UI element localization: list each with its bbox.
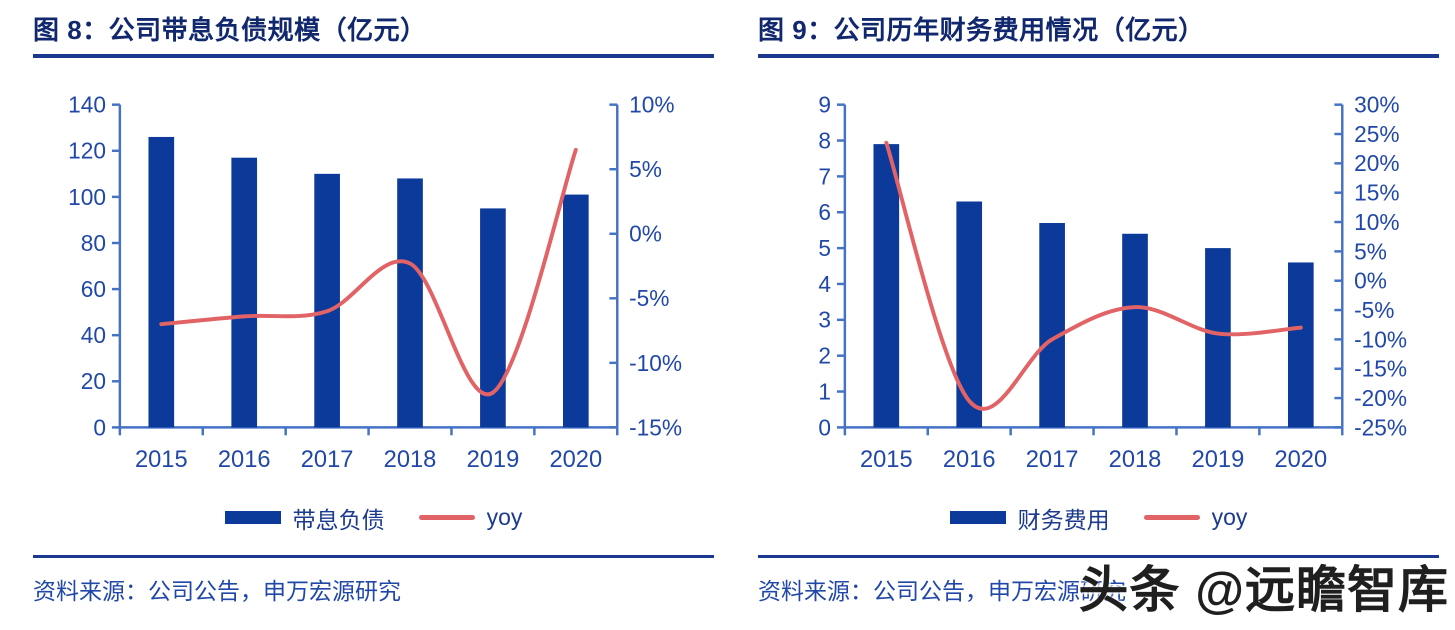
x-axis-category-label: 2015 [135,447,188,473]
figure-9-legend: 财务费用 yoy [758,501,1439,535]
x-axis-category-label: 2018 [384,447,437,473]
left-axis-label: 20 [81,368,106,394]
left-axis-label: 0 [93,414,106,440]
x-axis-category-label: 2016 [218,447,271,473]
figure-8-bar-line-chart: 0 20 40 60 80 100 120 140 -15% -10% -5% 0% 5% 10% 2015… [68,92,682,473]
right-axis-label: 0% [1354,268,1387,294]
x-axis-category-label: 2015 [860,447,913,473]
bar-series-swatch [949,511,1006,525]
figure-8-source-block: 资料来源：公司公告，申万宏源研究 [33,555,714,620]
bar-2018 [397,178,423,428]
line-series-swatch [1143,515,1200,521]
left-axis-label: 8 [818,127,831,153]
figure-9-bar-line-chart: 0 1 2 3 4 5 6 7 8 9 -25% -20% -15% -10% -5% 0% 5% 10% 15% 2… [818,92,1407,473]
bar-2015 [873,144,900,428]
right-axis-label: 10% [1354,209,1399,235]
legend-label: yoy [486,504,523,531]
source-text: 资料来源：公司公告，申万宏源研究 [33,578,401,604]
x-axis-category-label: 2016 [943,447,996,473]
right-axis-label: -15% [1354,356,1407,382]
legend-item-bar: 财务费用 [949,501,1110,535]
bar-2019 [1205,248,1231,428]
left-axis-label: 40 [81,322,106,348]
left-axis-label: 5 [818,235,831,261]
x-axis-category-label: 2017 [1026,447,1079,473]
bar-2020 [562,194,589,428]
bar-2020 [1287,262,1314,428]
bar-series-swatch [224,511,281,525]
left-axis-label: 6 [818,199,831,225]
left-axis-label: 9 [818,92,831,118]
figure-8-legend: 带息负债 yoy [33,501,714,535]
right-axis-label: 0% [629,221,662,247]
left-axis-label: 100 [68,184,106,210]
bar-2017 [314,173,340,428]
x-axis-category-label: 2020 [1274,447,1327,473]
left-axis-label: 80 [81,230,106,256]
left-axis-label: 120 [68,138,106,164]
right-axis-label: -20% [1354,385,1407,411]
right-axis-label: 30% [1354,92,1399,118]
right-axis-label: -25% [1354,414,1407,440]
right-axis-label: 20% [1354,150,1399,176]
bar-2016 [956,201,983,428]
left-axis-label: 2 [818,343,831,369]
yoy-line [884,140,1303,411]
right-axis-label: -5% [1354,297,1394,323]
figure-8-title-underline [33,54,714,58]
figure-8-panel: 图 8：公司带息负债规模（亿元） 0 20 40 60 80 100 120 140 -15% -… [33,10,714,620]
right-axis-label: 5% [1354,238,1387,264]
x-axis-category-label: 2017 [301,447,354,473]
left-axis-label: 1 [818,378,831,404]
legend-item-line: yoy [418,504,523,531]
line-series-swatch [418,515,475,521]
legend-label: yoy [1211,504,1248,531]
left-axis-label: 60 [81,276,106,302]
right-axis-label: 25% [1354,121,1399,147]
legend-item-line: yoy [1143,504,1248,531]
legend-label: 带息负债 [292,506,385,533]
left-axis-label: 140 [68,92,106,118]
right-axis-label: 10% [629,92,674,118]
figure-8-title: 图 8：公司带息负债规模（亿元） [33,15,427,45]
legend-item-bar: 带息负债 [224,501,385,535]
source-text: 资料来源：公司公告，申万宏源研究 [758,578,1126,604]
x-axis-category-label: 2020 [549,447,602,473]
right-axis-label: 15% [1354,180,1399,206]
x-axis-category-label: 2018 [1109,447,1162,473]
figure-9-title-underline [758,54,1439,58]
left-axis-label: 0 [818,414,831,440]
figure-9-source-block: 资料来源：公司公告，申万宏源研究 [758,555,1439,620]
bar-2017 [1039,223,1065,428]
left-axis-label: 4 [818,271,831,297]
x-axis-category-label: 2019 [467,447,520,473]
left-axis-label: 7 [818,163,831,189]
left-axis-label: 3 [818,307,831,333]
source-divider [33,555,714,558]
right-axis-label: -10% [629,350,682,376]
bar-2015 [148,136,175,428]
legend-label: 财务费用 [1017,506,1110,533]
right-axis-label: -5% [629,285,669,311]
bar-2018 [1122,233,1148,428]
bar-2016 [231,157,258,428]
source-divider [758,555,1439,558]
right-axis-label: -15% [629,414,682,440]
watermark: 头条 @远瞻智库 [1078,562,1449,618]
right-axis-label: -10% [1354,326,1407,352]
yoy-line [159,147,578,397]
figure-9-title: 图 9：公司历年财务费用情况（亿元） [758,15,1205,45]
right-axis-label: 5% [629,156,662,182]
figure-9-panel: 图 9：公司历年财务费用情况（亿元） 0 1 2 3 4 5 6 7 8 9 -25% -20% -15… [758,10,1439,620]
x-axis-category-label: 2019 [1192,447,1245,473]
